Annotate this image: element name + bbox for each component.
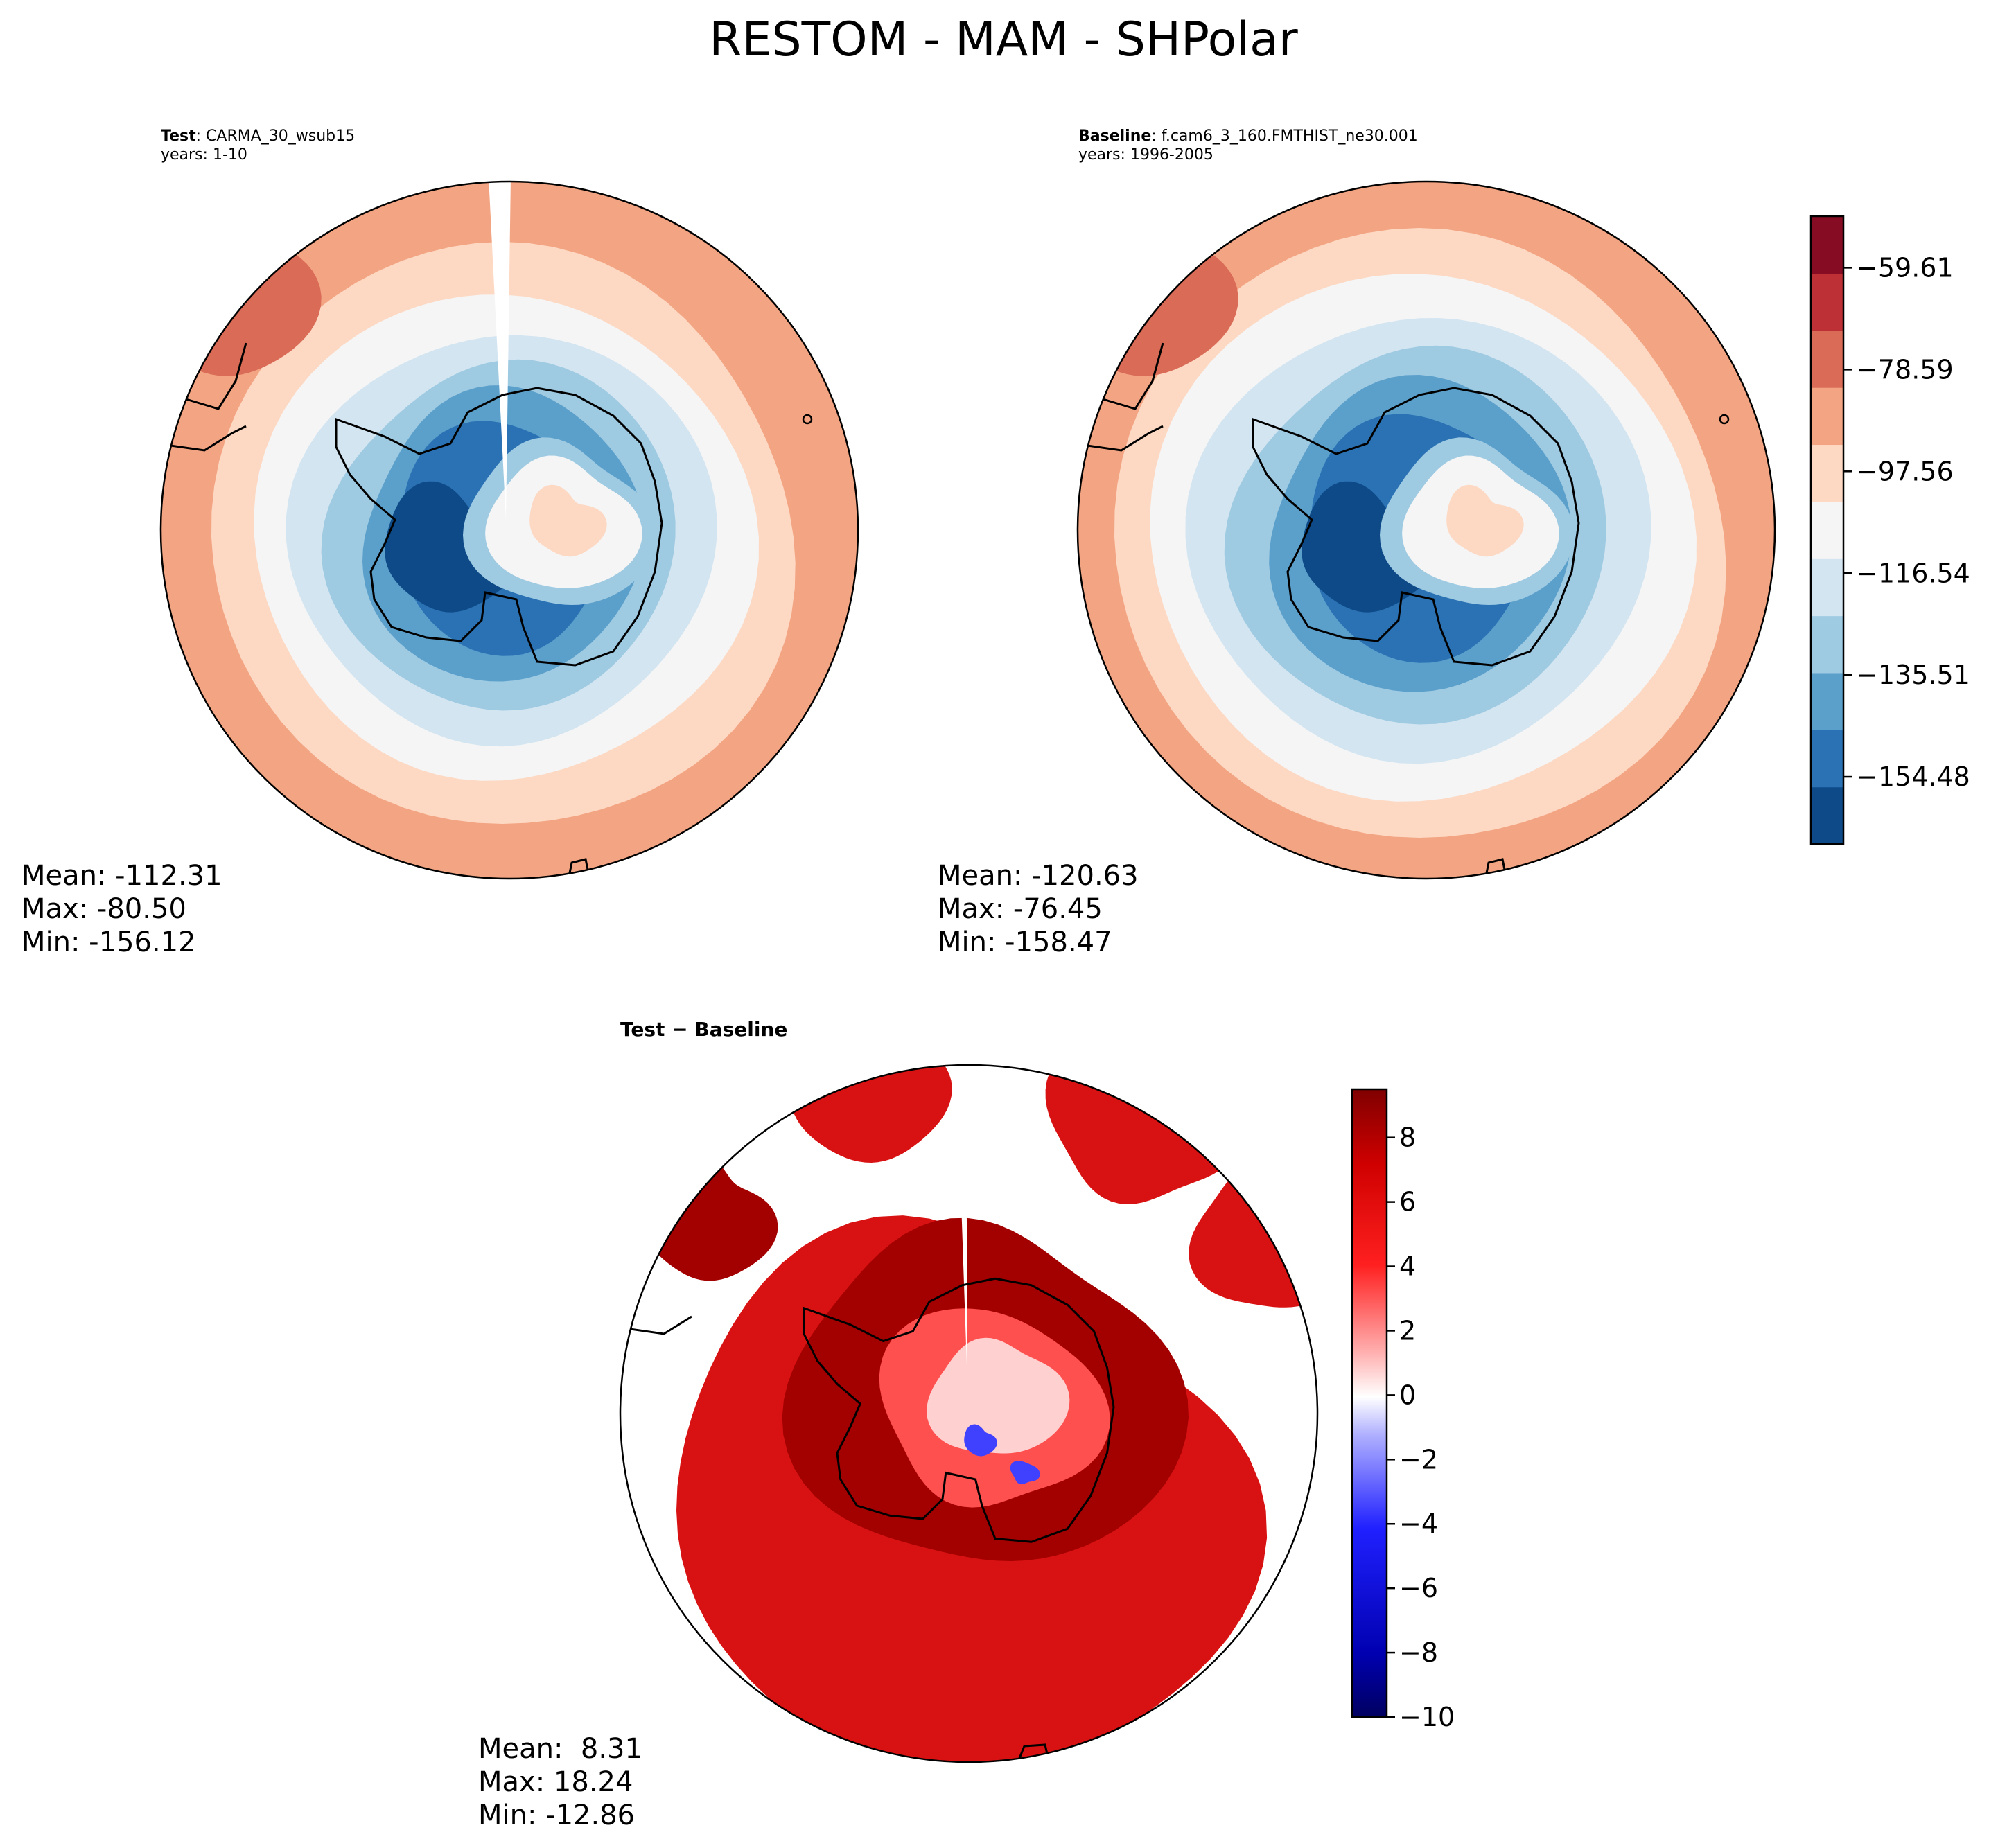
diff-panel-title: Test − Baseline [620,1018,788,1041]
map-field [1078,182,1775,879]
colorbar-diff-tick-label: −8 [1399,1637,1438,1668]
field-level [161,239,212,292]
field-level [1446,484,1524,557]
colorbar-abs-segment [1811,786,1843,845]
south-america-coastline [1100,342,1164,410]
colorbar-diff-gradient [1352,1089,1387,1717]
australia-coastline [567,858,590,879]
field-level [964,1424,997,1457]
south-america-coastline [183,342,247,410]
field-level [789,1065,952,1163]
colorbar-abs-tick-label: −154.48 [1856,762,1970,792]
test-panel-title: Test: CARMA_30_wsub15 [161,127,355,146]
missing-data-wedge [956,1065,967,1386]
australia-coastline [1016,1743,1050,1762]
field-level [1010,1461,1040,1485]
baseline-panel-title: Baseline: f.cam6_3_160.FMTHIST_ne30.001 [1078,127,1418,146]
baseline-map [1076,180,1776,880]
field-level [1078,187,1238,376]
colorbar-diff-tick-label: 6 [1399,1187,1416,1217]
test-stats: Mean: -112.31 Max: -80.50 Min: -156.12 [21,859,222,959]
colorbar-abs-segment [1811,501,1843,559]
test-max: Max: -80.50 [21,893,186,925]
colorbar-abs-segment [1811,330,1843,388]
test-case-name: : CARMA_30_wsub15 [195,127,356,145]
south-america-coastline [1078,425,1164,452]
colorbar-abs-frame [1809,215,1845,845]
baseline-label: Baseline [1078,127,1152,145]
australia-coastline [1484,858,1507,879]
test-map [159,180,859,880]
colorbar-abs-tick-label: −135.51 [1856,660,1970,690]
figure-title: RESTOM - MAM - SHPolar [709,12,1298,67]
colorbar-abs-segment [1811,273,1843,331]
colorbar-abs-segment [1811,558,1843,617]
colorbar-abs-segment [1811,615,1843,674]
missing-data-wedge [489,182,511,520]
baseline-stats: Mean: -120.63 Max: -76.45 Min: -158.47 [938,859,1139,959]
colorbar-diff-tick-label: 4 [1399,1251,1416,1282]
map-field [620,1065,1317,1762]
diff-max: Max: 18.24 [478,1766,633,1798]
colorbar-abs-segment [1811,216,1843,274]
map-field [161,182,858,879]
colorbar-diff: 8 6 4 2 0 −2 −4 −6 −8 −10 [1351,1088,1455,1732]
field-level [927,1337,1070,1454]
baseline-min: Min: -158.47 [938,926,1112,958]
colorbar-abs-segment [1811,672,1843,730]
field-level [385,481,520,613]
test-years: years: 1-10 [161,146,247,164]
colorbar-abs-segment [1811,730,1843,788]
colorbar-diff-tick-label: −4 [1399,1508,1438,1539]
island-coastline [1719,414,1730,425]
baseline-max: Max: -76.45 [938,893,1103,925]
test-min: Min: -156.12 [21,926,196,958]
colorbar-abs-tick-label: −59.61 [1856,252,1954,283]
antarctica-coastline [803,1277,1115,1543]
diff-mean: Mean: 8.31 [478,1733,642,1765]
colorbar-diff-tick-label: 8 [1399,1123,1416,1153]
baseline-years: years: 1996-2005 [1078,146,1213,164]
field-level [1078,221,1169,321]
colorbar-diff-tick-label: −6 [1399,1573,1438,1603]
map-boundary [1076,180,1776,880]
antarctica-coastline [335,387,663,667]
island-coastline [802,414,813,425]
map-boundary [619,1064,1319,1763]
colorbar-diff-tick-label: −2 [1399,1444,1438,1475]
colorbar-abs-tick-label: −97.56 [1856,456,1954,486]
field-level [529,484,607,557]
baseline-mean: Mean: -120.63 [938,860,1139,892]
south-america-coastline [161,425,247,452]
colorbar-abs: −59.61 −78.59 −97.56 −116.54 −135.51 −154.48 [1809,215,1970,845]
colorbar-diff-frame [1351,1088,1388,1718]
south-america-coastline [620,1315,692,1335]
colorbar-abs-tick-label: −116.54 [1856,558,1970,588]
colorbar-abs-segment [1811,444,1843,502]
colorbar-diff-tick-label: 2 [1399,1315,1416,1346]
test-mean: Mean: -112.31 [21,860,222,892]
antarctica-coastline [1252,387,1580,667]
baseline-case-name: : f.cam6_3_160.FMTHIST_ne30.001 [1151,127,1418,145]
colorbar-abs-segment [1811,387,1843,446]
field-level [161,187,322,376]
colorbar-diff-tick-label: −10 [1399,1702,1455,1732]
test-label: Test [161,127,196,145]
map-boundary [159,180,859,880]
field-level [161,221,252,321]
field-level [1302,481,1437,613]
colorbar-diff-tick-label: 0 [1399,1380,1416,1410]
diff-stats: Mean: 8.31 Max: 18.24 Min: -12.86 [478,1732,642,1832]
colorbar-abs-tick-label: −78.59 [1856,354,1954,385]
diff-map [619,1064,1319,1763]
diff-min: Min: -12.86 [478,1799,636,1831]
